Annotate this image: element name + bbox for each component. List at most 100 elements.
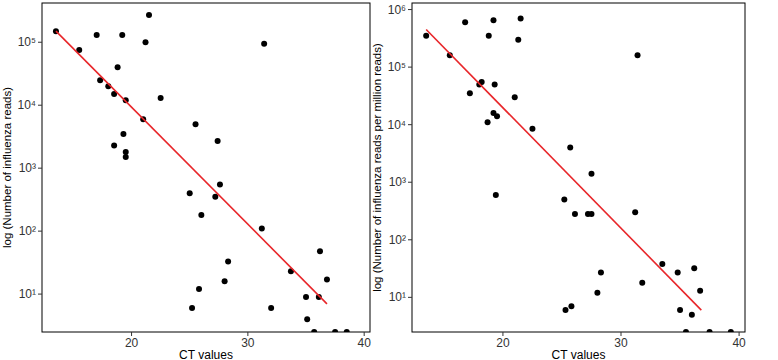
point <box>146 12 152 18</box>
point <box>324 277 330 283</box>
plot-frame <box>42 3 370 332</box>
point <box>344 329 350 332</box>
point <box>187 190 193 196</box>
point <box>697 288 703 294</box>
point <box>689 312 695 318</box>
y-tick <box>408 182 412 183</box>
point <box>268 305 274 311</box>
point <box>485 119 491 125</box>
point <box>632 209 638 215</box>
fit-line <box>426 30 701 311</box>
figure: 20 30 40 10¹ 10² 10³ 10⁴ 10⁵ CT values log (Numbe… <box>0 0 778 360</box>
point <box>261 41 267 47</box>
plot-area <box>423 15 734 332</box>
point <box>222 278 228 284</box>
point <box>529 126 535 132</box>
y-tick <box>408 297 412 298</box>
point <box>304 316 310 322</box>
point <box>677 307 683 313</box>
x-tick-label: 40 <box>358 336 372 350</box>
point <box>568 303 574 309</box>
point <box>189 305 195 311</box>
point <box>143 39 149 45</box>
point <box>512 94 518 100</box>
plot-frame <box>412 3 745 332</box>
x-axis-title: CT values <box>179 348 233 360</box>
point <box>94 32 100 38</box>
point <box>518 15 524 21</box>
point <box>158 95 164 101</box>
y-tick-label: 10¹ <box>389 290 406 304</box>
y-tick-label: 10³ <box>19 161 36 175</box>
y-tick-label: 10³ <box>389 175 406 189</box>
point <box>196 286 202 292</box>
point <box>193 121 199 127</box>
point <box>659 261 665 267</box>
point <box>486 33 492 39</box>
point <box>572 211 578 217</box>
point <box>691 265 697 271</box>
y-tick <box>38 294 42 295</box>
y-tick-label: 10⁴ <box>17 98 36 112</box>
y-axis-title: log (Number of influenza reads) <box>1 87 13 248</box>
y-tick-label: 10² <box>389 233 406 247</box>
y-tick-label: 10⁵ <box>18 35 36 49</box>
x-tick-label: 30 <box>241 336 255 350</box>
point <box>683 329 689 332</box>
point <box>707 329 713 332</box>
x-tick-label: 20 <box>125 336 139 350</box>
y-tick-label: 10⁵ <box>388 60 406 74</box>
point <box>198 212 204 218</box>
x-tick-label: 40 <box>732 336 746 350</box>
point <box>493 192 499 198</box>
point <box>119 32 125 38</box>
point <box>225 258 231 264</box>
point <box>515 37 521 43</box>
y-tick-label: 10² <box>19 224 36 238</box>
y-tick <box>408 67 412 68</box>
y-axis-title: log (Number of influenza reads per milli… <box>371 43 383 292</box>
y-tick <box>38 105 42 106</box>
x-axis-title: CT values <box>552 348 606 360</box>
point <box>675 270 681 276</box>
y-tick <box>38 42 42 43</box>
y-tick <box>408 9 412 10</box>
point <box>563 307 569 313</box>
point <box>462 19 468 25</box>
point <box>639 280 645 286</box>
point <box>490 17 496 23</box>
point <box>115 64 121 70</box>
point <box>561 197 567 203</box>
y-tick-label: 10⁴ <box>387 118 406 132</box>
y-tick <box>408 124 412 125</box>
point <box>332 329 338 332</box>
point <box>492 81 498 87</box>
point <box>111 142 117 148</box>
point <box>215 138 221 144</box>
y-tick <box>408 239 412 240</box>
point <box>423 33 429 39</box>
point <box>598 270 604 276</box>
x-tick-label: 30 <box>614 336 628 350</box>
y-tick-label: 10¹ <box>19 287 36 301</box>
point <box>635 52 641 58</box>
point <box>494 113 500 119</box>
point <box>212 194 218 200</box>
point <box>728 329 734 332</box>
panel: 20 30 40 10¹ 10² 10³ 10⁴ 10⁵ CT values log (Numbe… <box>1 3 371 360</box>
x-tick-label: 20 <box>496 336 510 350</box>
fit-line <box>56 31 327 304</box>
y-tick <box>38 231 42 232</box>
point <box>588 211 594 217</box>
point <box>120 131 126 137</box>
point <box>311 329 317 332</box>
y-tick <box>38 168 42 169</box>
point <box>317 248 323 254</box>
point <box>123 154 129 160</box>
point <box>467 90 473 96</box>
point <box>588 171 594 177</box>
panel: 20 30 40 10¹ 10² 10³ 10⁴ 10⁵ 10⁶ CT values log (Nu… <box>371 3 746 360</box>
y-tick-label: 10⁶ <box>388 3 406 17</box>
plot-area <box>53 12 350 332</box>
point <box>259 226 265 232</box>
